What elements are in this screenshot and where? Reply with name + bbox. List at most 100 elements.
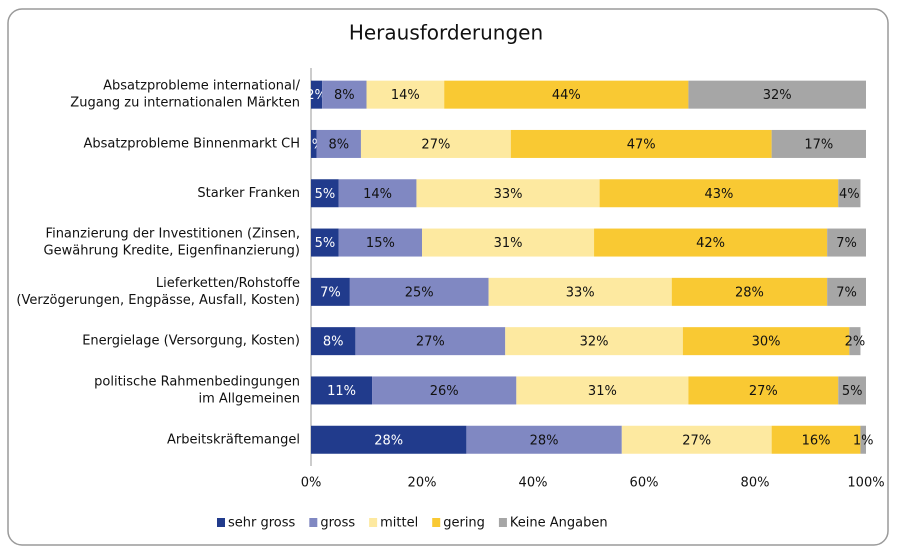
category-label: (Verzögerungen, Engpässe, Ausfall, Koste… [16,293,300,308]
category-label: Gewährung Kredite, Eigenfinanzierung) [44,244,300,259]
bar-segment [771,129,866,158]
chart-title: Herausforderungen [349,21,543,45]
value-label: 42% [696,236,725,251]
value-label: 28% [530,433,559,448]
value-label: 11% [327,384,356,399]
value-label: 5% [842,384,863,399]
bar-segment [349,277,489,306]
x-tick-label: 60% [630,476,659,491]
category-label: Absatzprobleme Binnenmarkt CH [83,136,300,151]
bar-segment [505,327,683,356]
value-label: 32% [763,88,792,103]
bar-segment [338,179,417,208]
legend-label: Keine Angaben [510,516,608,531]
bar-segment [466,425,622,454]
bar-segment [860,425,866,454]
bar-segment [827,277,866,306]
x-tick-label: 0% [301,476,322,491]
bar-segment [849,327,861,356]
value-label: 26% [430,384,459,399]
bar-segment [682,327,850,356]
bar-segment [838,179,861,208]
bar-segment [322,80,367,109]
value-label: 14% [363,187,392,202]
bar-segment [621,425,772,454]
bar-segment [311,80,323,109]
value-label: 14% [391,88,420,103]
value-label: 7% [836,236,857,251]
bar-segment [510,129,772,158]
x-tick-label: 20% [408,476,437,491]
value-label: 8% [334,88,355,103]
bar-segment [372,376,517,405]
value-label: 7% [836,285,857,300]
value-label: 2% [306,88,327,103]
bar-segment [355,327,506,356]
category-label: Starker Franken [197,186,300,201]
bar-segment [827,228,866,257]
legend-label: sehr gross [228,516,296,531]
bar-segment [311,425,467,454]
value-label: 43% [704,187,733,202]
value-label: 28% [735,285,764,300]
value-label: 5% [315,187,336,202]
legend-swatch [369,518,378,527]
value-label: 8% [323,335,344,350]
value-label: 44% [552,88,581,103]
value-label: 30% [752,335,781,350]
bar-segment [488,277,672,306]
bar-segment [338,228,422,257]
legend-swatch [309,518,318,527]
value-label: 17% [804,137,833,152]
bar-segment [444,80,689,109]
legend-swatch [432,518,441,527]
legend-label: gering [443,516,485,531]
value-label: 5% [315,236,336,251]
legend-label: gross [320,516,355,531]
value-label: 33% [566,285,595,300]
bar-segment [311,376,373,405]
value-label: 7% [320,285,341,300]
bar-segment [688,376,839,405]
value-label: 2% [845,335,866,350]
category-label: Absatzprobleme international/ [103,79,300,94]
value-label: 31% [588,384,617,399]
legend-label: mittel [380,516,418,531]
value-label: 31% [494,236,523,251]
bar-segment [311,327,356,356]
bar-segment [311,179,339,208]
value-label: 47% [627,137,656,152]
bar-segment [688,80,866,109]
bar-segment [360,129,511,158]
category-label: im Allgemeinen [198,391,300,406]
value-label: 28% [374,433,403,448]
category-label: politische Rahmenbedingungen [94,374,300,389]
x-tick-label: 100% [847,476,884,491]
bar-segment [671,277,828,306]
bar-segment [771,425,861,454]
value-label: 15% [366,236,395,251]
category-label: Lieferketten/Rohstoffe [156,276,300,291]
bar-segment [366,80,445,109]
value-label: 33% [494,187,523,202]
value-label: 8% [328,137,349,152]
bar-segment [311,228,339,257]
legend-swatch [498,518,507,527]
bar-segment [838,376,866,405]
value-label: 27% [416,335,445,350]
x-tick-label: 40% [519,476,548,491]
value-label: 27% [749,384,778,399]
legend-swatch [217,518,225,527]
bar-segment [311,277,350,306]
category-label: Energielage (Versorgung, Kosten) [82,334,300,349]
bar-segment [599,179,839,208]
bar-segment [422,228,595,257]
category-label: Finanzierung der Investitionen (Zinsen, [46,227,300,242]
value-label: 27% [421,137,450,152]
value-label: 25% [405,285,434,300]
value-label: 27% [682,433,711,448]
bar-segment [516,376,689,405]
value-label: 32% [580,335,609,350]
